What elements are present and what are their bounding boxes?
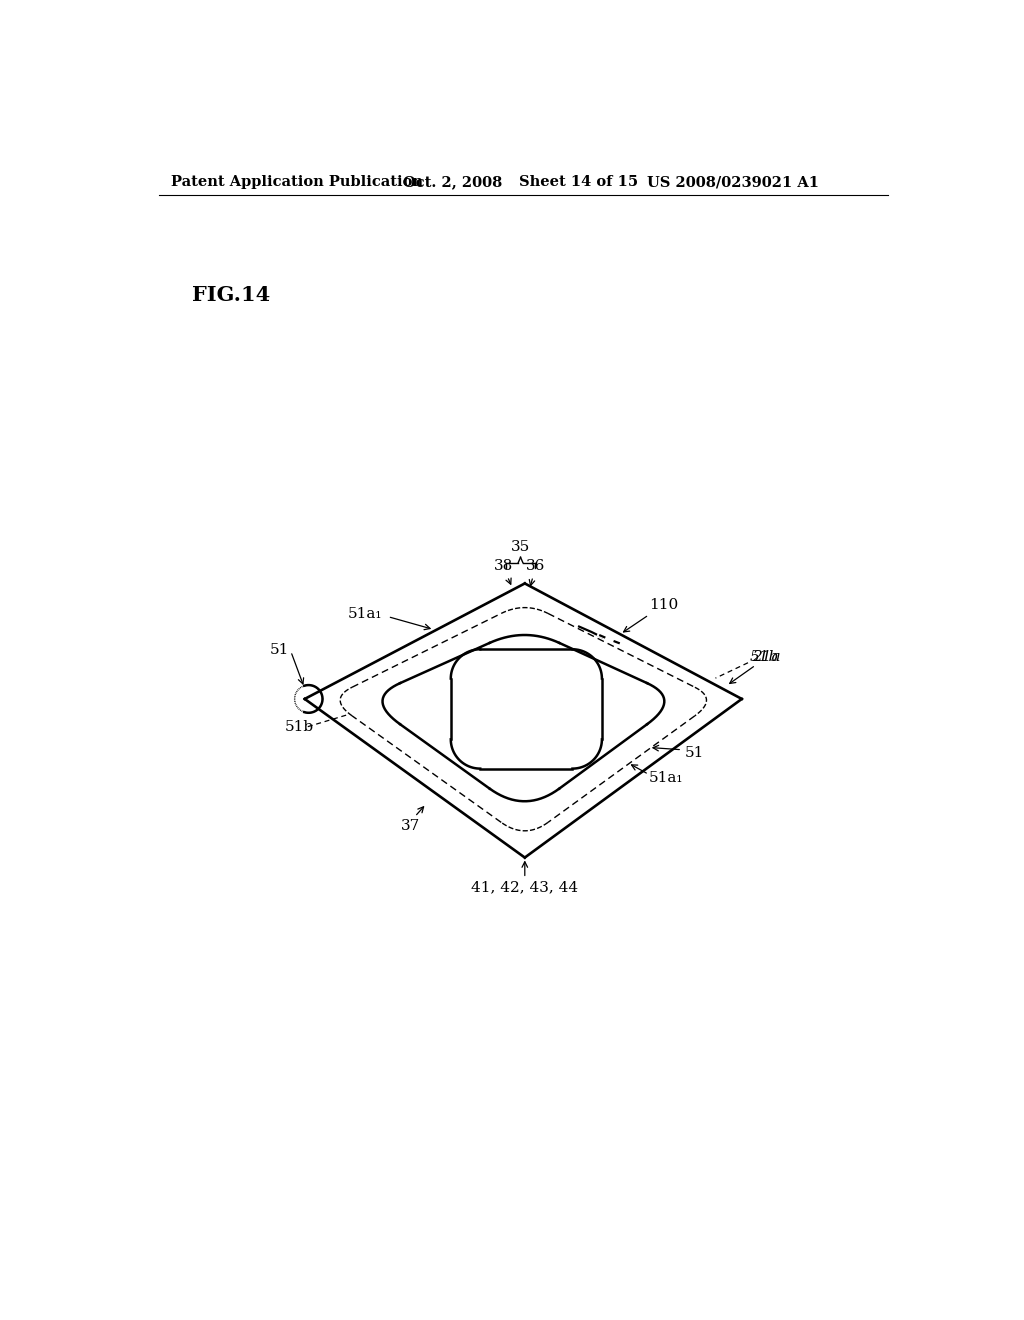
Text: 51: 51 xyxy=(684,746,703,760)
Text: 51a₁: 51a₁ xyxy=(649,771,683,785)
Text: 41, 42, 43, 44: 41, 42, 43, 44 xyxy=(471,880,579,895)
Text: 51b: 51b xyxy=(285,719,313,734)
Text: 35: 35 xyxy=(511,540,530,554)
Text: FIG.14: FIG.14 xyxy=(191,285,269,305)
Text: 38: 38 xyxy=(494,560,513,585)
Text: 51b: 51b xyxy=(750,651,779,664)
Text: 21a: 21a xyxy=(752,651,780,664)
Text: Patent Application Publication: Patent Application Publication xyxy=(171,176,423,189)
Text: 37: 37 xyxy=(401,818,421,833)
Text: 36: 36 xyxy=(526,560,546,586)
Text: Oct. 2, 2008: Oct. 2, 2008 xyxy=(403,176,503,189)
Text: 51a₁: 51a₁ xyxy=(348,607,382,622)
Text: 51: 51 xyxy=(270,643,289,656)
Text: Sheet 14 of 15: Sheet 14 of 15 xyxy=(519,176,639,189)
Text: US 2008/0239021 A1: US 2008/0239021 A1 xyxy=(647,176,819,189)
Text: 110: 110 xyxy=(624,598,678,632)
